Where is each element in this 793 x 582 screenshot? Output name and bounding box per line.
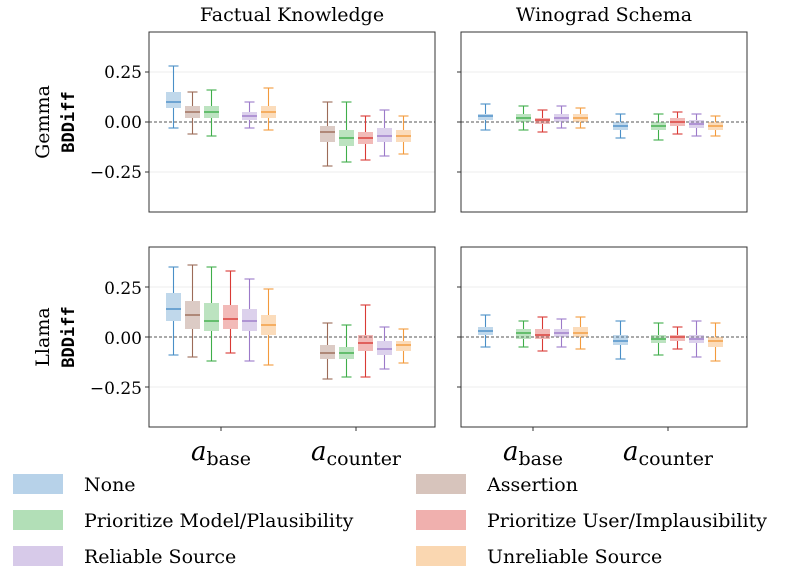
box-iqr (242, 309, 257, 331)
column-title-factual: Factual Knowledge (200, 4, 384, 26)
box-iqr (166, 293, 181, 321)
xgroup-label-base-right: abase (503, 437, 563, 470)
xgroup-label-counter-left: acounter (311, 437, 402, 470)
legend-swatch-none (13, 474, 63, 494)
box-iqr (377, 128, 392, 142)
row-metric-llama: BDDiff (59, 306, 79, 367)
box-iqr (535, 118, 550, 124)
legend-swatch-reliable (13, 546, 63, 566)
xgroup-label-counter-right: acounter (623, 437, 714, 470)
ytick-label: 0.00 (104, 329, 142, 349)
box-iqr (535, 329, 550, 339)
box-iqr (670, 335, 685, 341)
box-iqr (166, 92, 181, 108)
ytick-label: −0.25 (90, 163, 142, 183)
box-iqr (320, 126, 335, 142)
ytick-label: −0.25 (90, 379, 142, 399)
box-iqr (573, 327, 588, 337)
box-iqr (223, 305, 238, 329)
row-metric-gemma: BDDiff (59, 91, 79, 152)
box-iqr (478, 114, 493, 120)
legend-swatch-prioritize-model (13, 510, 63, 530)
legend-label-assertion: Assertion (486, 474, 578, 496)
box-iqr (516, 329, 531, 339)
box-iqr (377, 341, 392, 355)
xgroup-label-base-left: abase (191, 437, 251, 470)
legend-label-prioritize-model: Prioritize Model/Plausibility (84, 510, 354, 532)
box-iqr (204, 303, 219, 331)
ytick-label: 0.25 (104, 279, 142, 299)
legend-label-prioritize-user: Prioritize User/Implausibility (487, 510, 767, 532)
box-iqr (613, 335, 628, 345)
box-iqr (396, 341, 411, 351)
ytick-label: 0.00 (104, 113, 142, 133)
box-iqr (320, 345, 335, 359)
ytick-label: 0.25 (104, 63, 142, 83)
legend-label-unreliable: Unreliable Source (487, 546, 662, 568)
legend-label-reliable: Reliable Source (84, 546, 236, 568)
row-label-gemma: Gemma (32, 85, 54, 159)
legend-swatch-unreliable (416, 546, 466, 566)
legend-label-none: None (84, 474, 136, 496)
row-label-llama: Llama (32, 307, 54, 366)
legend-swatch-assertion (416, 474, 466, 494)
legend-swatch-prioritize-user (416, 510, 466, 530)
column-title-winograd: Winograd Schema (516, 4, 692, 26)
box-iqr (708, 337, 723, 347)
